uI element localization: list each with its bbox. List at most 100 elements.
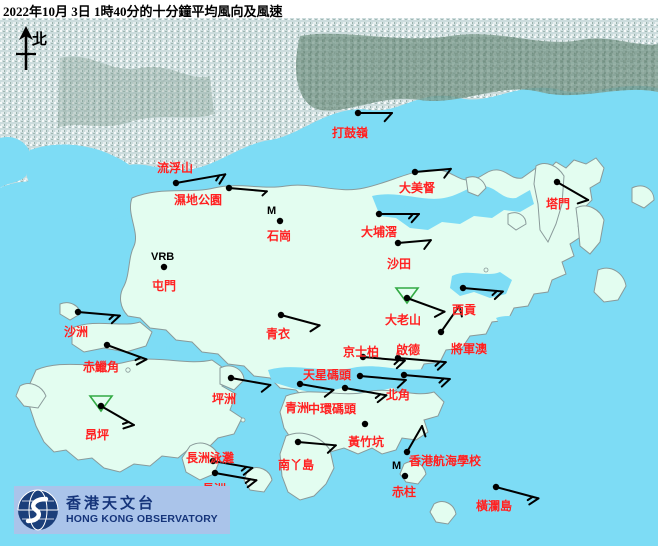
station-label: 赤柱	[392, 485, 417, 499]
wind-barb-feather	[493, 290, 504, 301]
wind-barb-feather	[122, 424, 135, 430]
station-marker-dot[interactable]	[492, 483, 500, 491]
station-marker-dot[interactable]	[403, 294, 411, 302]
east-island	[593, 267, 627, 303]
map-canvas[interactable]: 北 打鼓嶺 流浮山 濕地公園 石崗 M 大美督 塔門 大埔滘 沙田 屯門 VRB 沙洲 赤鱲角 青衣 西貢大…	[0, 18, 658, 546]
station-marker-dot[interactable]	[437, 328, 445, 336]
station-marker-dot[interactable]	[209, 457, 217, 465]
station-marker-dot[interactable]	[97, 402, 105, 410]
wind-barb-shaft	[406, 297, 446, 313]
station-marker-dot[interactable]	[276, 217, 284, 225]
station-marker-dot[interactable]	[411, 168, 419, 176]
north-label: 北	[32, 32, 48, 48]
station-label: 大埔滘	[361, 225, 398, 239]
islet-dot-1	[125, 367, 131, 373]
hko-logo-zh: 香港天文台	[66, 495, 157, 512]
wind-barb-feather	[122, 421, 130, 425]
wind-barb-feather	[410, 213, 420, 224]
station-label: 沙洲	[64, 325, 89, 339]
wind-barb-feather	[395, 359, 406, 370]
station-marker-dot[interactable]	[354, 109, 362, 117]
wind-barb-feather	[376, 394, 388, 404]
wind-barb-shaft	[414, 167, 452, 173]
tolo-harbour-water	[372, 185, 534, 230]
wind-barb-feather	[108, 314, 115, 321]
station-marker-dot[interactable]	[361, 420, 369, 428]
station-marker-dot[interactable]	[359, 353, 367, 361]
wind-barb-feather	[246, 479, 258, 489]
hko-logo-icon	[17, 489, 59, 531]
wind-barb-shaft	[440, 304, 461, 333]
station-marker-dot[interactable]	[211, 469, 219, 477]
wind-barb-feather	[134, 356, 142, 362]
wind-barb-feather	[433, 310, 446, 318]
station-label: 塔門	[546, 197, 571, 211]
wind-barb-feather	[110, 314, 121, 325]
station-marker-dot[interactable]	[294, 438, 302, 446]
station-label: 西貢	[452, 303, 477, 317]
station-marker-dot[interactable]	[172, 179, 180, 187]
station-marker-dot[interactable]	[296, 380, 304, 388]
wind-barb-feather	[135, 358, 148, 366]
tolo-islet	[465, 176, 487, 197]
station-marker-dot[interactable]	[341, 384, 349, 392]
high-station-triangle-marker	[88, 395, 114, 413]
variable-wind-code-label: VRB	[151, 251, 175, 263]
wind-barb-shaft	[280, 314, 321, 327]
cheung-chau-island	[181, 442, 221, 481]
station-label: 長洲泳灘	[186, 451, 235, 465]
wind-barb-feather	[326, 444, 337, 454]
west-inlet-water	[0, 136, 30, 188]
station-marker-dot[interactable]	[225, 184, 233, 192]
station-marker-dot[interactable]	[394, 354, 402, 362]
far-east-islet	[631, 185, 655, 209]
station-marker-dot[interactable]	[356, 372, 364, 380]
northeast-island	[575, 205, 605, 255]
wind-barb-shaft	[406, 425, 423, 453]
station-label: 天星碼頭	[303, 368, 352, 382]
station-marker-dot[interactable]	[553, 178, 561, 186]
wind-barb-feather	[436, 361, 447, 371]
wind-barb-feather	[240, 465, 248, 472]
station-marker-dot[interactable]	[277, 311, 285, 319]
lantau-island	[27, 358, 243, 473]
wind-barb-feather	[434, 360, 441, 367]
wind-barb-feather	[260, 383, 272, 393]
station-label: 昂坪	[85, 428, 110, 442]
station-marker-dot[interactable]	[401, 472, 409, 480]
station-label: 青洲	[285, 401, 310, 415]
wind-barb-shaft	[299, 383, 335, 391]
station-label: 南丫島	[278, 458, 315, 472]
mainland-vegetation-west	[58, 56, 214, 128]
wind-barb-feather	[323, 388, 335, 398]
station-label: 橫瀾島	[476, 499, 513, 513]
station-marker-dot[interactable]	[394, 239, 402, 247]
station-marker-dot[interactable]	[103, 341, 111, 349]
station-marker-dot[interactable]	[459, 284, 467, 292]
wind-barb-feather	[218, 173, 227, 185]
wind-barb-feather	[438, 377, 445, 384]
station-label: 京士柏	[343, 345, 380, 359]
station-marker-dot[interactable]	[403, 448, 411, 456]
wind-barb-feather	[383, 112, 393, 123]
islet-dot-2	[166, 346, 170, 350]
chek-lap-kok-airport	[71, 321, 153, 353]
new-territories-landmass	[120, 157, 605, 415]
station-marker-dot[interactable]	[74, 308, 82, 316]
wind-barb-shaft	[397, 239, 432, 244]
station-marker-dot[interactable]	[400, 371, 408, 379]
wind-barb-feather	[526, 495, 534, 502]
station-marker-dot[interactable]	[375, 210, 383, 218]
wind-barb-feather	[396, 379, 407, 389]
station-label: 黃竹坑	[348, 435, 385, 449]
station-label: 中環碼頭	[308, 402, 357, 416]
wind-barb-feather	[408, 213, 414, 220]
station-marker-dot[interactable]	[227, 374, 235, 382]
station-label: 濕地公園	[174, 193, 223, 207]
wind-barb-shaft	[403, 374, 451, 381]
station-label: 石崗	[267, 229, 292, 243]
station-label: 青衣	[266, 327, 291, 341]
wind-barb-feather	[423, 239, 432, 250]
station-marker-dot[interactable]	[160, 263, 168, 271]
west-lantau-tip	[15, 383, 47, 409]
